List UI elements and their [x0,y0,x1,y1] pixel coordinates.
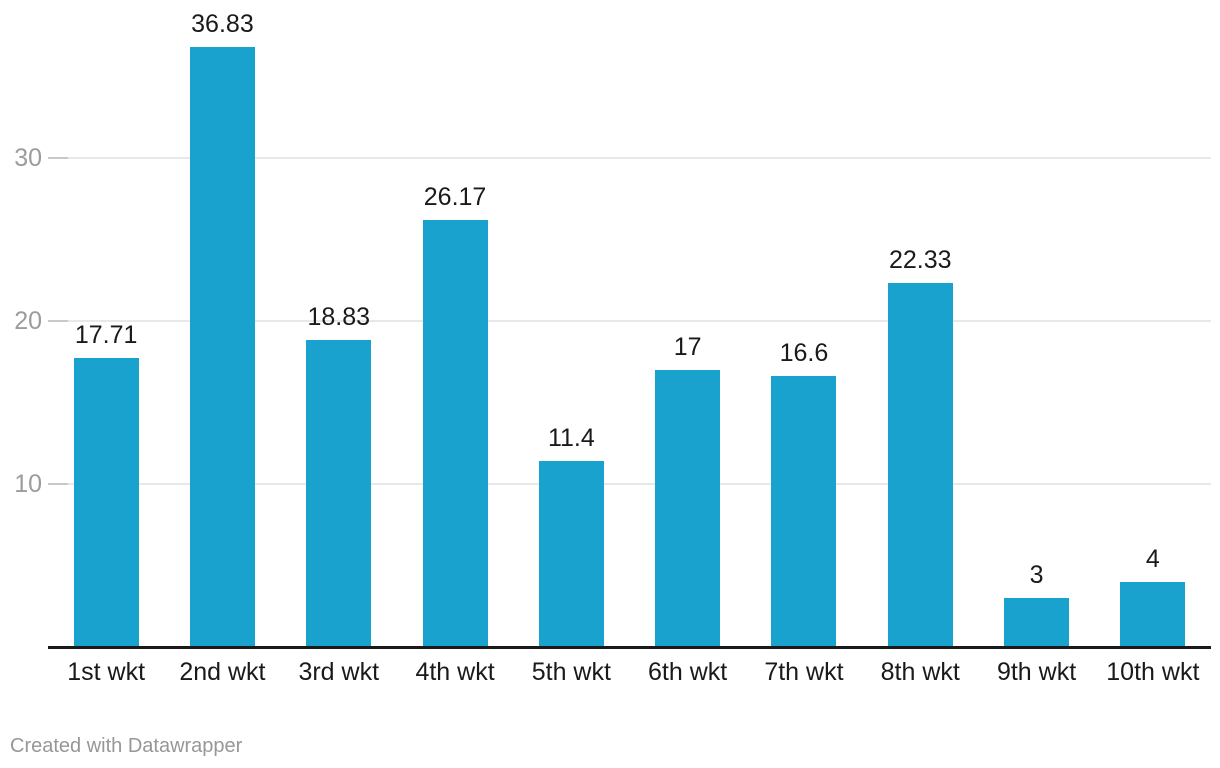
gridline [48,157,1211,159]
bar-10th-wkt[interactable] [1120,581,1186,647]
bar-8th-wkt[interactable] [887,283,953,647]
bar-3rd-wkt[interactable] [306,340,372,647]
gridline [48,320,1211,322]
x-axis-tick-label: 1st wkt [67,658,146,686]
y-axis-tick [48,320,68,322]
x-axis-tick-label: 10th wkt [1106,658,1200,686]
bar-6th-wkt[interactable] [655,369,721,647]
bar-value-label: 26.17 [423,183,487,212]
bar-1st-wkt[interactable] [73,358,139,647]
bar-value-label: 3 [1029,561,1044,590]
y-axis-tick-label: 20 [14,307,42,335]
x-axis-tick-label: 9th wkt [996,658,1077,686]
y-axis-tick [48,157,68,159]
x-axis-baseline [48,646,1211,649]
bar-value-label: 17.71 [74,321,138,350]
bar-value-label: 16.6 [779,339,829,368]
x-axis-tick-label: 2nd wkt [179,658,266,686]
bar-value-label: 18.83 [307,303,371,332]
bar-value-label: 36.83 [191,9,254,38]
x-axis-tick-label: 5th wkt [531,658,611,686]
datawrapper-attribution-link[interactable]: Created with Datawrapper [10,735,243,757]
x-axis-tick-label: 7th wkt [764,658,844,686]
bar-2nd-wkt[interactable] [189,46,255,647]
gridline [48,483,1211,485]
y-axis-tick [48,483,68,485]
x-axis-tick-label: 6th wkt [648,658,728,686]
bar-9th-wkt[interactable] [1004,598,1070,647]
y-axis-tick-label: 10 [14,470,42,498]
bar-4th-wkt[interactable] [422,220,488,647]
x-axis-tick-label: 3rd wkt [298,658,380,686]
bar-5th-wkt[interactable] [538,461,604,647]
bar-value-label: 17 [673,332,702,361]
x-axis-tick-label: 8th wkt [880,658,960,686]
bar-value-label: 22.33 [888,246,952,275]
bar-value-label: 11.4 [547,424,595,453]
bar-value-label: 4 [1145,544,1160,573]
y-axis-tick-label: 30 [14,144,42,172]
bar-7th-wkt[interactable] [771,376,837,647]
x-axis-tick-label: 4th wkt [415,658,495,686]
